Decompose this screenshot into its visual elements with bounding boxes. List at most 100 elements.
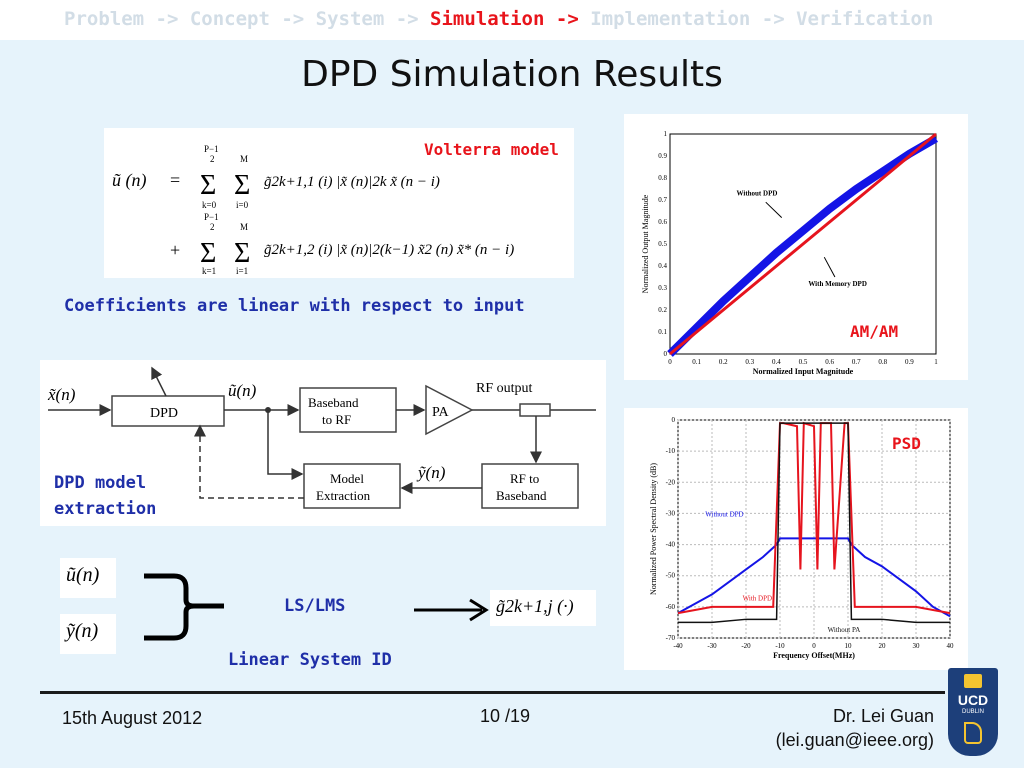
eq-sum1-inner-top: M bbox=[240, 154, 248, 164]
y-symbol: ỹ(n) bbox=[66, 620, 99, 642]
u-label: ũ(n) bbox=[228, 381, 257, 400]
coupler bbox=[519, 403, 551, 417]
eq-plus: + bbox=[170, 240, 180, 260]
x-input-label: x̃(n) bbox=[47, 385, 76, 404]
sigma-icon: Σ bbox=[200, 170, 216, 201]
psd-chart-box: -40 -30 -20 -10 0 10 20 30 40 0 -10 -20 -30 -40 -50 -60… bbox=[624, 408, 968, 670]
right-arrow-icon bbox=[414, 598, 489, 622]
eq-sum1-top: P−1 bbox=[204, 144, 219, 154]
logo-text-dublin: DUBLIN bbox=[961, 709, 984, 715]
y-tick-label: -50 bbox=[666, 572, 676, 580]
y-tick-label: -10 bbox=[666, 447, 676, 455]
footer-date: 15th August 2012 bbox=[62, 708, 203, 728]
y-symbol-box: ỹ(n) bbox=[60, 614, 116, 654]
series-line-2 bbox=[678, 422, 950, 624]
dpd-block-label: DPD bbox=[150, 406, 178, 421]
coefficient-update-dashed bbox=[194, 424, 304, 499]
eq-sum2-half: 2 bbox=[210, 222, 215, 232]
x-tick-label: 0.5 bbox=[799, 358, 808, 366]
x-tick-label: 1 bbox=[934, 358, 938, 366]
volterra-equation-box: Volterra model ũ (n) = P−1 2 Σ k=0 M Σ i… bbox=[104, 128, 574, 278]
block-diagram-svg: x̃(n) DPD ũ(n) Baseband to RF PA RF outp… bbox=[47, 366, 596, 509]
y-axis-label: Normalized Output Magnitude bbox=[641, 194, 650, 293]
g-result-box: g̃2k+1,j (·) bbox=[490, 590, 596, 626]
x-tick-label: 30 bbox=[913, 642, 921, 650]
x-tick-label: 10 bbox=[845, 642, 853, 650]
x-axis-label: Frequency Offset(MHz) bbox=[773, 651, 855, 660]
u-symbol: ũ(n) bbox=[66, 564, 100, 586]
y-tick-label: 0.7 bbox=[658, 196, 667, 204]
footer-divider bbox=[40, 691, 945, 694]
series-line-1 bbox=[669, 132, 937, 356]
rf-baseband-line1: RF to bbox=[510, 471, 539, 486]
caption-line2: extraction bbox=[54, 499, 157, 519]
eq-term2: g̃2k+1,2 (i) |x̃ (n)|2(k−1) x̃2 (n) x̃* … bbox=[264, 242, 514, 258]
top-bar: Problem -> Concept -> System -> Simulati… bbox=[0, 0, 1024, 40]
y-tick-label: -60 bbox=[666, 603, 676, 611]
sigma-icon: Σ bbox=[200, 238, 216, 269]
eq-sum1-inner-bot: i=0 bbox=[236, 200, 249, 210]
series-line-0 bbox=[667, 134, 939, 357]
ucd-logo: UCD DUBLIN bbox=[948, 668, 998, 756]
annotation-with-dpd: With DPD bbox=[743, 595, 772, 603]
psd-chart: -40 -30 -20 -10 0 10 20 30 40 0 -10 -20 -30 -40 -50 -60… bbox=[649, 416, 955, 660]
breadcrumb-future: Implementation -> Verification bbox=[578, 8, 934, 30]
breadcrumb-past: Problem -> Concept -> System -> bbox=[64, 8, 431, 30]
amam-chart: 0 0.1 0.2 0.3 0.4 0.5 0.6 0.7 0.8 0.9 1 0 0.1 0.2 0.3 0… bbox=[641, 130, 939, 376]
y-tick-label: -20 bbox=[666, 478, 676, 486]
eq-sum2-top: P−1 bbox=[204, 212, 219, 222]
volterra-label: Volterra model bbox=[424, 140, 559, 159]
u-to-extraction-arrow bbox=[267, 410, 304, 480]
x-tick-label: 0 bbox=[668, 358, 672, 366]
dpd-extraction-caption: DPD model extraction bbox=[54, 470, 156, 522]
coefficients-note: Coefficients are linear with respect to … bbox=[64, 296, 525, 316]
x-tick-label: -20 bbox=[741, 642, 751, 650]
model-extraction-line2: Extraction bbox=[316, 488, 371, 503]
annotation-arrow bbox=[765, 201, 783, 218]
x-tick-label: 0.1 bbox=[692, 358, 701, 366]
eq-sum1-half: 2 bbox=[210, 154, 215, 164]
y-tick-label: 0.1 bbox=[658, 328, 667, 336]
logo-crest-icon bbox=[964, 674, 982, 688]
sigma-icon: Σ bbox=[234, 238, 250, 269]
dpd-update-arrow bbox=[151, 366, 167, 397]
ls-lms-label: LS/LMS bbox=[284, 596, 346, 616]
y-tick-label: -30 bbox=[666, 509, 676, 517]
model-extraction-line1: Model bbox=[330, 471, 364, 486]
dpd-block bbox=[111, 395, 225, 427]
x-tick-label: 0.6 bbox=[825, 358, 834, 366]
x-tick-label: 40 bbox=[947, 642, 955, 650]
x-tick-label: -30 bbox=[707, 642, 717, 650]
volterra-equation: ũ (n) = P−1 2 Σ k=0 M Σ i=0 g̃2k+1,1 (i)… bbox=[112, 144, 514, 276]
slide-title: DPD Simulation Results bbox=[301, 54, 723, 95]
annotation-without-dpd: Without DPD bbox=[737, 190, 778, 198]
eq-equals: = bbox=[170, 170, 180, 190]
annotation-without-dpd: Without DPD bbox=[705, 511, 743, 519]
x-axis-label: Normalized Input Magnitude bbox=[753, 367, 854, 376]
amam-chart-box: 0 0.1 0.2 0.3 0.4 0.5 0.6 0.7 0.8 0.9 1 0 0.1 0.2 0.3 0… bbox=[624, 114, 968, 380]
y-tick-label: 0.5 bbox=[658, 240, 667, 248]
linear-system-id-label: Linear System ID bbox=[228, 650, 392, 670]
amam-label: AM/AM bbox=[850, 322, 899, 341]
eq-sum2-bot: k=1 bbox=[202, 266, 216, 276]
logo-text-ucd: UCD bbox=[957, 692, 989, 708]
x-tick-label: 0.2 bbox=[719, 358, 728, 366]
x-tick-label: 0.9 bbox=[905, 358, 914, 366]
brace-icon bbox=[144, 573, 224, 641]
x-tick-label: 0.7 bbox=[852, 358, 861, 366]
dpd-block-diagram: x̃(n) DPD ũ(n) Baseband to RF PA RF outp… bbox=[40, 360, 606, 526]
x-tick-label: -40 bbox=[673, 642, 683, 650]
eq-term1: g̃2k+1,1 (i) |x̃ (n)|2k x̃ (n − i) bbox=[264, 174, 440, 190]
breadcrumb: Problem -> Concept -> System -> Simulati… bbox=[64, 8, 933, 30]
y-tick-label: -70 bbox=[666, 634, 676, 642]
g-result: g̃2k+1,j (·) bbox=[496, 596, 574, 616]
eq-lhs: ũ (n) bbox=[112, 170, 147, 191]
y-tick-label: 0.9 bbox=[658, 152, 667, 160]
rf-baseband-line2: Baseband bbox=[496, 488, 547, 503]
series-line-0 bbox=[677, 537, 951, 618]
sigma-icon: Σ bbox=[234, 170, 250, 201]
y-tick-label: 0.4 bbox=[658, 262, 667, 270]
y-tick-label: 0.3 bbox=[658, 284, 667, 292]
baseband-rf-line1: Baseband bbox=[308, 395, 359, 410]
footer-email: (lei.guan@ieee.org) bbox=[775, 730, 934, 750]
